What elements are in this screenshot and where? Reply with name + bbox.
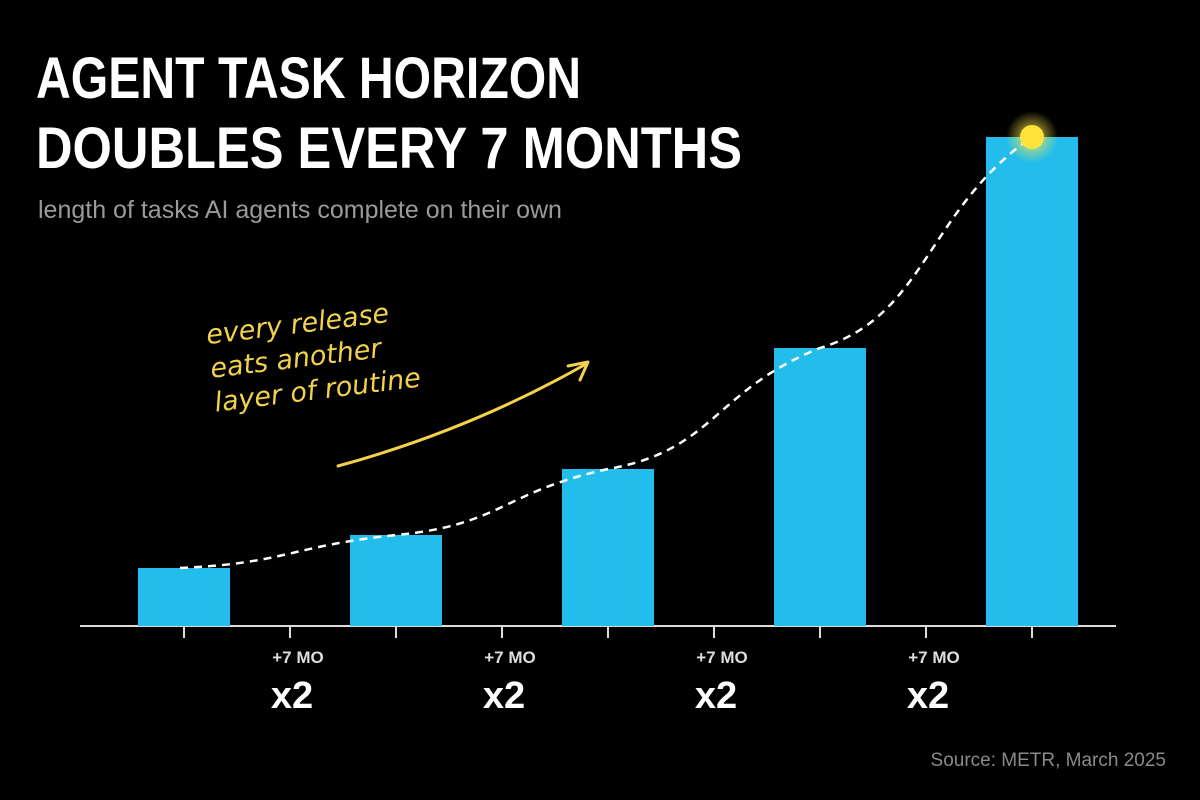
source: Source: METR, March 2025 [931, 750, 1166, 771]
chart-title: DOUBLES EVERY 7 MONTHS [36, 116, 742, 181]
chart-subtitle: length of tasks AI agents complete on th… [38, 196, 562, 224]
bar [774, 348, 866, 626]
bar [138, 568, 230, 626]
arrow-head [566, 360, 590, 382]
bar [350, 535, 442, 626]
step-period: +7 MO [272, 648, 324, 667]
step-factor: x2 [271, 675, 313, 717]
bar [986, 137, 1078, 626]
step-factor: x2 [695, 675, 737, 717]
bar [562, 469, 654, 626]
chart-title: AGENT TASK HORIZON [36, 46, 581, 111]
step-period: +7 MO [484, 648, 536, 667]
step-period: +7 MO [696, 648, 748, 667]
step-period: +7 MO [908, 648, 960, 667]
step-factor: x2 [483, 675, 525, 717]
annotation-arrow [336, 362, 588, 468]
trend-line [179, 135, 1033, 570]
step-factor: x2 [907, 675, 949, 717]
end-dot [1020, 125, 1044, 149]
